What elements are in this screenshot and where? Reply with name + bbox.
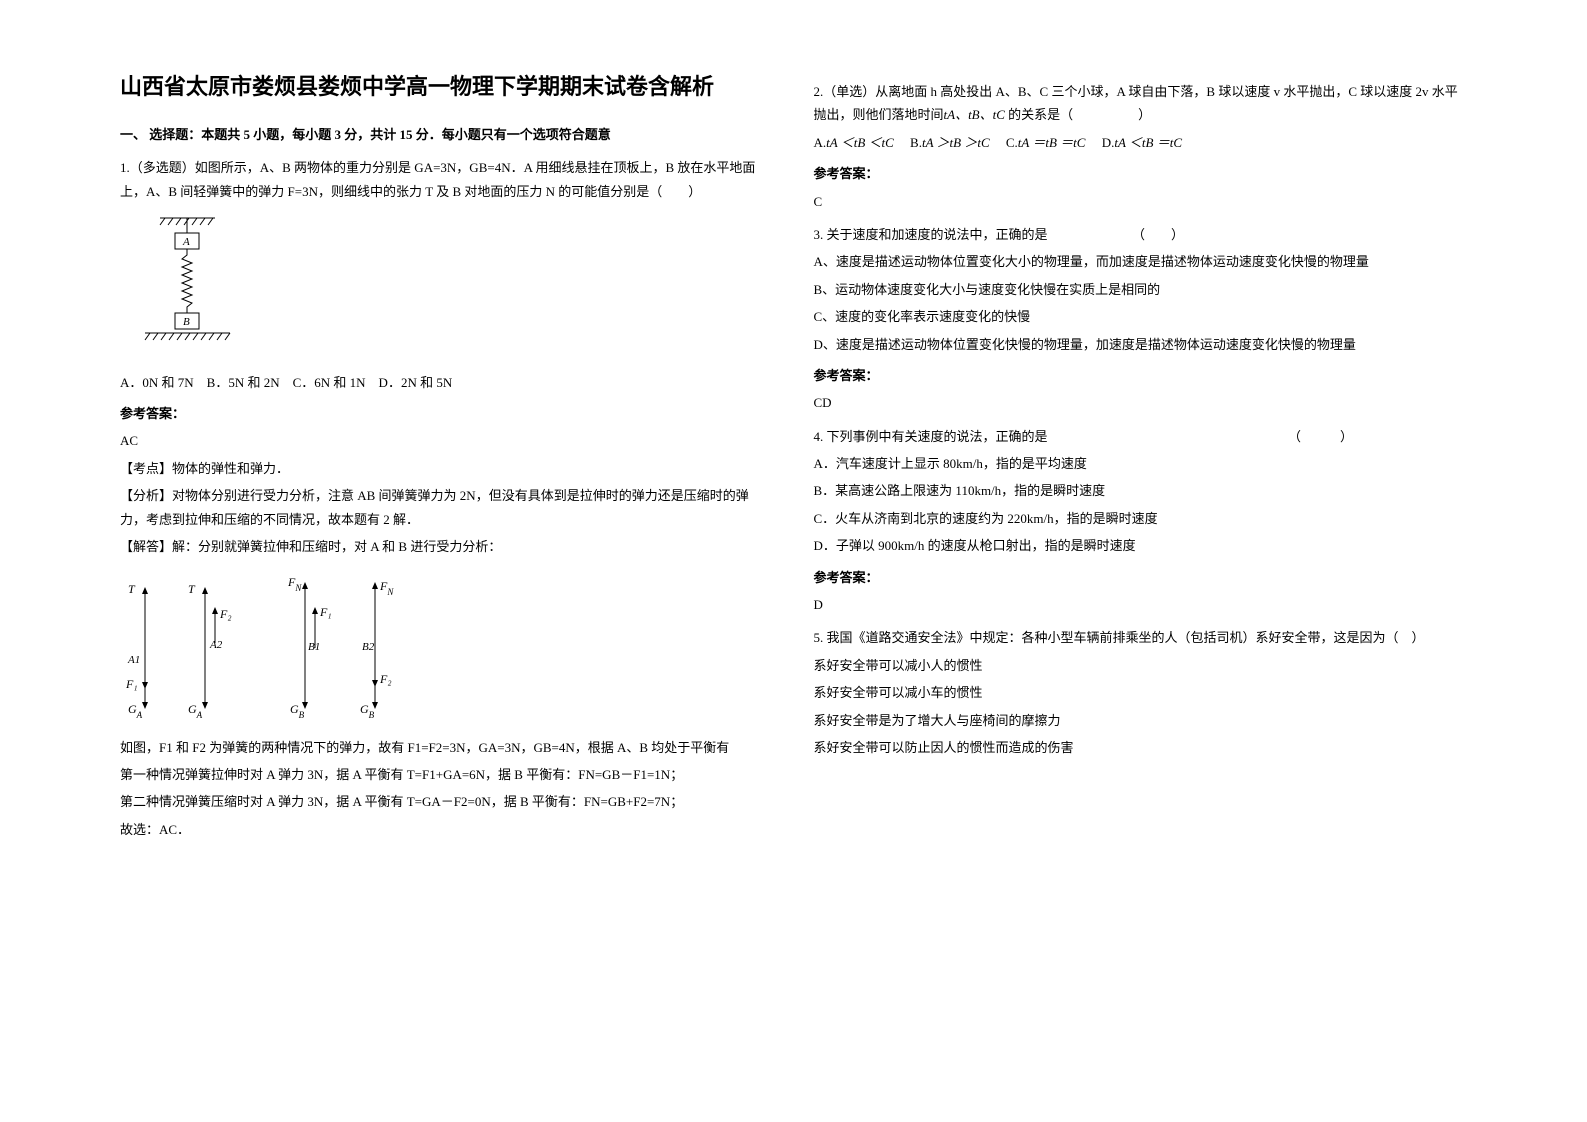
q1-answer: AC: [120, 429, 774, 452]
right-column: 2.（单选）从离地面 h 高处投出 A、B、C 三个小球，A 球自由下落，B 球…: [794, 70, 1488, 1052]
q1-analysis2: 【分析】对物体分别进行受力分析，注意 AB 间弹簧弹力为 2N，但没有具体到是拉…: [120, 484, 774, 531]
q2-options: A.tA ＜tB ＜tC B.tA ＞tB ＞tC C.tA ＝tB ＝tC D…: [814, 131, 1468, 154]
document-title: 山西省太原市娄烦县娄烦中学高一物理下学期期末试卷含解析: [120, 70, 774, 103]
q1-analysis5: 第一种情况弹簧拉伸时对 A 弹力 3N，据 A 平衡有 T=F1+GA=6N，据…: [120, 763, 774, 786]
svg-text:A: A: [182, 236, 190, 248]
q5-optC: 系好安全带是为了增大人与座椅间的摩擦力: [814, 709, 1468, 732]
question-5: 5. 我国《道路交通安全法》中规定：各种小型车辆前排乘坐的人（包括司机）系好安全…: [814, 626, 1468, 759]
q4-optD: D．子弹以 900km/h 的速度从枪口射出，指的是瞬时速度: [814, 534, 1468, 557]
svg-text:GB: GB: [360, 702, 375, 718]
question-2: 2.（单选）从离地面 h 高处投出 A、B、C 三个小球，A 球自由下落，B 球…: [814, 80, 1468, 213]
svg-text:GB: GB: [290, 702, 305, 718]
svg-text:B1: B1: [308, 641, 320, 653]
q2-text: 2.（单选）从离地面 h 高处投出 A、B、C 三个小球，A 球自由下落，B 球…: [814, 80, 1468, 127]
svg-text:T: T: [128, 582, 136, 596]
q5-optA: 系好安全带可以减小人的惯性: [814, 654, 1468, 677]
q1-analysis7: 故选：AC．: [120, 818, 774, 841]
q1-analysis6: 第二种情况弹簧压缩时对 A 弹力 3N，据 A 平衡有 T=GA－F2=0N，据…: [120, 790, 774, 813]
q3-text: 3. 关于速度和加速度的说法中，正确的是 （ ）: [814, 223, 1468, 246]
q3-optC: C、速度的变化率表示速度变化的快慢: [814, 305, 1468, 328]
q5-optB: 系好安全带可以减小车的惯性: [814, 681, 1468, 704]
q3-answer-label: 参考答案：: [814, 364, 1468, 387]
q5-optD: 系好安全带可以防止因人的惯性而造成的伤害: [814, 736, 1468, 759]
q3-optA: A、速度是描述运动物体位置变化大小的物理量，而加速度是描述物体运动速度变化快慢的…: [814, 250, 1468, 273]
svg-text:FN: FN: [287, 575, 302, 593]
q1-options: A．0N 和 7N B．5N 和 2N C．6N 和 1N D．2N 和 5N: [120, 371, 774, 394]
svg-text:B2: B2: [362, 641, 375, 653]
svg-text:F₂: F₂: [219, 607, 232, 621]
q1-analysis1: 【考点】物体的弹性和弹力．: [120, 457, 774, 480]
svg-text:FN: FN: [379, 579, 394, 597]
q4-answer: D: [814, 593, 1468, 616]
q3-optD: D、速度是描述运动物体位置变化快慢的物理量，加速度是描述物体运动速度变化快慢的物…: [814, 333, 1468, 356]
q4-optA: A．汽车速度计上显示 80km/h，指的是平均速度: [814, 452, 1468, 475]
q4-text: 4. 下列事例中有关速度的说法，正确的是 （ ）: [814, 425, 1468, 448]
q1-text: 1.（多选题）如图所示，A、B 两物体的重力分别是 GA=3N，GB=4N．A …: [120, 156, 774, 203]
q3-optB: B、运动物体速度变化大小与速度变化快慢在实质上是相同的: [814, 278, 1468, 301]
q4-answer-label: 参考答案：: [814, 566, 1468, 589]
question-3: 3. 关于速度和加速度的说法中，正确的是 （ ） A、速度是描述运动物体位置变化…: [814, 223, 1468, 415]
q4-optB: B．某高速公路上限速为 110km/h，指的是瞬时速度: [814, 479, 1468, 502]
svg-text:A1: A1: [127, 654, 140, 666]
svg-text:F₁: F₁: [125, 677, 138, 691]
spring-diagram: A B: [140, 213, 240, 360]
question-4: 4. 下列事例中有关速度的说法，正确的是 （ ） A．汽车速度计上显示 80km…: [814, 425, 1468, 617]
q5-text: 5. 我国《道路交通安全法》中规定：各种小型车辆前排乘坐的人（包括司机）系好安全…: [814, 626, 1468, 649]
svg-text:A2: A2: [209, 639, 223, 651]
svg-text:T: T: [188, 582, 196, 596]
left-column: 山西省太原市娄烦县娄烦中学高一物理下学期期末试卷含解析 一、 选择题：本题共 5…: [100, 70, 794, 1052]
q1-analysis4: 如图，F1 和 F2 为弹簧的两种情况下的弹力，故有 F1=F2=3N，GA=3…: [120, 736, 774, 759]
q1-analysis3: 【解答】解：分别就弹簧拉伸和压缩时，对 A 和 B 进行受力分析：: [120, 535, 774, 558]
q3-answer: CD: [814, 391, 1468, 414]
svg-text:F₁: F₁: [319, 605, 332, 619]
force-diagram: T A1 F₁ GA T F₂ A2 GA FN F₁: [120, 568, 774, 725]
q1-answer-label: 参考答案：: [120, 402, 774, 425]
question-1: 1.（多选题）如图所示，A、B 两物体的重力分别是 GA=3N，GB=4N．A …: [120, 156, 774, 841]
svg-text:F₂: F₂: [379, 672, 392, 686]
q2-answer-label: 参考答案：: [814, 162, 1468, 185]
q2-answer: C: [814, 190, 1468, 213]
svg-text:GA: GA: [188, 702, 203, 718]
svg-text:B: B: [183, 316, 190, 328]
section-header: 一、 选择题：本题共 5 小题，每小题 3 分，共计 15 分．每小题只有一个选…: [120, 123, 774, 146]
q4-optC: C．火车从济南到北京的速度约为 220km/h，指的是瞬时速度: [814, 507, 1468, 530]
svg-text:GA: GA: [128, 702, 143, 718]
